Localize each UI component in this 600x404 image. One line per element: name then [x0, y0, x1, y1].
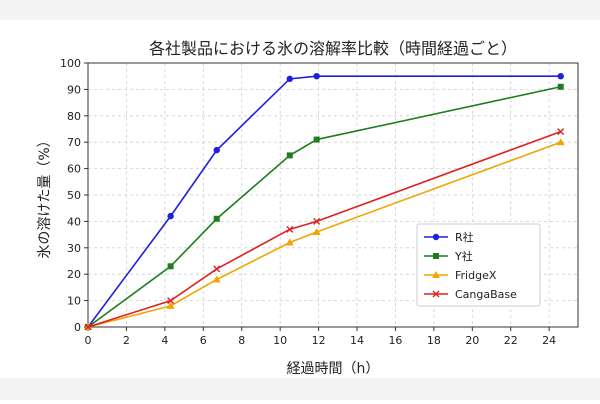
y-tick-label: 60 [67, 163, 81, 176]
y-tick-label: 40 [67, 215, 81, 228]
series-line [87, 75, 561, 328]
y-tick-label: 50 [67, 189, 81, 202]
data-point [167, 212, 174, 220]
legend: R社 Y社 FridgeX CangaBase [416, 223, 541, 307]
legend-label: CangaBase [455, 288, 517, 301]
series-4 [84, 128, 565, 331]
x-tick-label: 22 [504, 334, 518, 347]
series-3 [84, 138, 565, 330]
x-tick-label: 10 [273, 334, 287, 347]
series-line [87, 85, 561, 328]
x-axis-label: 経過時間（h） [287, 361, 380, 377]
legend-item: R社 [424, 230, 474, 244]
series-line [87, 130, 561, 328]
y-tick-label: 30 [67, 242, 81, 255]
data-point [556, 138, 565, 146]
x-marker-stroke [432, 290, 440, 298]
data-point [285, 238, 294, 246]
data-point [557, 83, 564, 90]
legend-label: Y社 [454, 249, 473, 263]
data-point [166, 301, 175, 309]
data-point [557, 128, 565, 136]
y-tick-label: 20 [67, 268, 81, 281]
data-point [167, 297, 175, 305]
axes: 0 2 4 6 8 10 12 14 16 18 20 22 240102030405060708090… [60, 57, 579, 347]
data-point [213, 146, 220, 154]
data-point [84, 323, 92, 331]
series-layer [84, 73, 565, 331]
legend-item: FridgeX [424, 269, 497, 282]
x-marker-stroke [557, 128, 565, 136]
x-tick-label: 2 [123, 334, 130, 347]
data-point [213, 265, 221, 273]
legend-marker [432, 290, 440, 298]
data-point [212, 275, 221, 283]
x-marker-stroke [313, 217, 321, 225]
series-line [87, 141, 561, 328]
legend-box [416, 223, 541, 307]
y-axis-label: 氷の溶けた量（%） [37, 133, 53, 258]
chart-title: 各社製品における氷の溶解率比較（時間経過ごと） [149, 39, 517, 58]
legend-marker [433, 253, 439, 259]
data-point [557, 73, 564, 80]
y-tick-label: 90 [67, 83, 81, 96]
x-tick-label: 8 [238, 334, 245, 347]
legend-marker [432, 233, 440, 241]
bottom-band [0, 378, 600, 400]
data-point [313, 217, 321, 225]
x-tick-label: 18 [427, 334, 441, 347]
x-tick-label: 16 [388, 334, 402, 347]
data-point [313, 136, 320, 143]
y-tick-label: 70 [67, 136, 81, 149]
x-marker-stroke [84, 323, 92, 331]
data-point [312, 227, 321, 235]
data-point [286, 75, 293, 83]
data-point [313, 73, 320, 80]
data-point [213, 215, 220, 222]
legend-item: Y社 [424, 249, 473, 263]
data-point [286, 152, 293, 159]
x-tick-label: 6 [200, 334, 207, 347]
x-tick-label: 20 [465, 334, 479, 347]
x-marker-stroke [286, 225, 294, 233]
top-band [0, 0, 600, 20]
x-tick-label: 14 [350, 334, 364, 347]
x-tick-label: 4 [161, 334, 168, 347]
x-tick-label: 12 [312, 334, 326, 347]
x-tick-label: 24 [542, 334, 556, 347]
data-point [286, 225, 294, 233]
legend-label: R社 [455, 230, 474, 244]
legend-item: CangaBase [424, 288, 517, 301]
x-marker-stroke [167, 297, 175, 305]
y-tick-label: 0 [74, 321, 81, 334]
x-tick-label: 0 [85, 334, 92, 347]
y-tick-label: 100 [60, 57, 81, 70]
y-tick-label: 10 [67, 295, 81, 308]
data-point [167, 263, 174, 270]
x-marker-stroke [213, 265, 221, 273]
legend-label: FridgeX [455, 269, 497, 282]
legend-marker [432, 271, 440, 278]
y-tick-label: 80 [67, 110, 81, 123]
